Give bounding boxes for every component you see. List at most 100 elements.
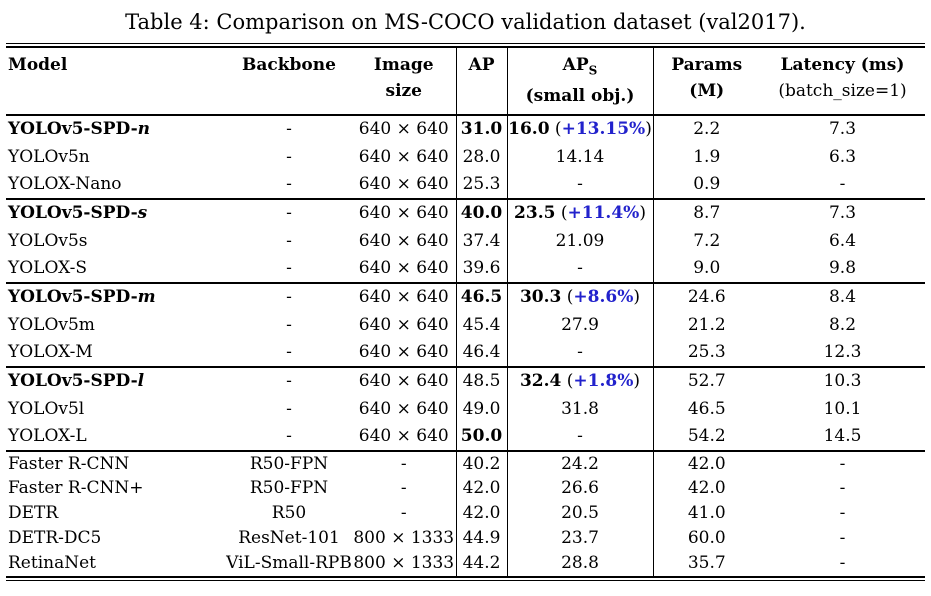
cell-params: 9.0 — [693, 258, 721, 279]
table-row: YOLOX-L -640 × 640 50.0-54.2 14.5 — [6, 423, 925, 452]
cell-image-size: 640 × 640 — [358, 371, 449, 392]
cell-backbone: - — [286, 342, 292, 363]
cell-params: 42.0 — [687, 453, 726, 474]
cell-image-size: 640 × 640 — [358, 203, 449, 224]
bottom-double-rule — [6, 576, 925, 582]
cell-image-size: 640 × 640 — [358, 174, 449, 195]
cell-latency: 7.3 — [828, 119, 857, 140]
cell-backbone: - — [286, 426, 292, 447]
table-row: RetinaNet ViL-Small-RPB 800 × 1333 44.2 28.8… — [6, 551, 925, 577]
cell-ap: 49.0 — [455, 395, 508, 424]
table-row: Faster R-CNN+ R50-FPN -42.0 26.6 42.0- — [6, 476, 925, 502]
cell-backbone: - — [286, 287, 292, 308]
cell-model: YOLOX-L — [8, 426, 87, 447]
cell-aps: 21.09 — [507, 227, 654, 256]
cell-aps: 24.2 — [507, 451, 654, 477]
cell-model: YOLOX-S — [8, 258, 87, 279]
cell-backbone: ResNet-101 — [238, 528, 340, 549]
cell-aps: 23.7 — [507, 526, 654, 552]
cell-image-size: - — [400, 503, 407, 524]
cell-backbone: R50-FPN — [249, 478, 329, 499]
table-row: YOLOv5n - 640 × 640 28.0 14.14 1.9 6.3 — [6, 143, 925, 172]
cell-latency: 8.2 — [828, 314, 857, 335]
table-row: YOLOv5-SPD-n - 640 × 640 31.0 16.0 (+13.15%)… — [6, 115, 925, 144]
cell-image-size: 640 × 640 — [358, 230, 449, 251]
cell-params: 25.3 — [687, 342, 726, 363]
cell-params: 54.2 — [687, 426, 726, 447]
cell-aps: 16.0 (+13.15%) — [507, 115, 654, 144]
aps-improvement-delta: +8.6% — [573, 287, 634, 308]
header-model: Model — [8, 55, 68, 75]
comparison-table: Model Backbone Image size AP APS (small … — [6, 48, 925, 577]
cell-model: DETR — [8, 503, 59, 524]
cell-params: 60.0 — [687, 528, 726, 549]
cell-ap: 40.0 — [455, 199, 508, 228]
table-group: Faster R-CNN R50-FPN -40.2 24.2 42.0- Faster … — [6, 451, 925, 577]
cell-ap: 28.0 — [455, 143, 508, 172]
cell-params: 21.2 — [687, 314, 726, 335]
cell-aps: 32.4 (+1.8%) — [507, 367, 654, 396]
cell-model: YOLOv5-SPD-m — [8, 287, 156, 308]
cell-backbone: - — [286, 230, 292, 251]
cell-image-size: - — [400, 478, 407, 499]
cell-ap: 37.4 — [455, 227, 508, 256]
cell-ap: 42.0 — [455, 476, 508, 502]
cell-model: YOLOX-M — [8, 342, 93, 363]
cell-aps: - — [507, 339, 654, 368]
aps-improvement-delta: +11.4% — [567, 203, 640, 224]
cell-backbone: - — [286, 398, 292, 419]
cell-params: 0.9 — [693, 174, 721, 195]
table-row: YOLOv5-SPD-s - 640 × 640 40.0 23.5 (+11.4%) 8… — [6, 199, 925, 228]
cell-params: 7.2 — [693, 230, 721, 251]
cell-latency: - — [839, 174, 846, 195]
cell-params: 42.0 — [687, 478, 726, 499]
cell-image-size: 800 × 1333 — [353, 528, 455, 549]
cell-latency: 6.3 — [828, 146, 857, 167]
cell-model: DETR-DC5 — [8, 528, 102, 549]
cell-aps: 20.5 — [507, 501, 654, 527]
cell-model: Faster R-CNN+ — [8, 478, 144, 499]
cell-model: RetinaNet — [8, 553, 96, 574]
cell-aps: 27.9 — [507, 311, 654, 340]
cell-latency: 9.8 — [828, 258, 857, 279]
cell-aps: 30.3 (+8.6%) — [507, 283, 654, 312]
table-row: YOLOv5m - 640 × 640 45.4 27.9 21.2 8.2 — [6, 311, 925, 340]
cell-ap: 48.5 — [455, 367, 508, 396]
cell-latency: 14.5 — [823, 426, 862, 447]
table-row: YOLOv5-SPD-m - 640 × 640 46.5 30.3 (+8.6%) 24… — [6, 283, 925, 312]
cell-backbone: - — [286, 146, 292, 167]
cell-backbone: R50 — [271, 503, 307, 524]
cell-model: Faster R-CNN — [8, 453, 130, 474]
cell-latency: 10.3 — [823, 371, 862, 392]
table-row: Faster R-CNN R50-FPN - 40.2 24.2 42.0 - — [6, 451, 925, 477]
cell-image-size: 640 × 640 — [358, 398, 449, 419]
cell-latency: 10.1 — [823, 398, 862, 419]
cell-backbone: - — [286, 258, 292, 279]
cell-params: 24.6 — [687, 287, 726, 308]
cell-latency: - — [839, 528, 846, 549]
cell-latency: - — [839, 503, 846, 524]
cell-ap: 46.5 — [455, 283, 508, 312]
table-row: YOLOX-S -640 × 640 39.6-9.0 9.8 — [6, 255, 925, 284]
table-group: YOLOv5-SPD-n - 640 × 640 31.0 16.0 (+13.15%)… — [6, 115, 925, 200]
table-group: YOLOv5-SPD-l - 640 × 640 48.5 32.4 (+1.8%) 52… — [6, 367, 925, 452]
cell-aps: - — [507, 423, 654, 452]
table-group: YOLOv5-SPD-m - 640 × 640 46.5 30.3 (+8.6%) 24… — [6, 283, 925, 368]
cell-latency: 8.4 — [828, 287, 857, 308]
table-row: DETR-DC5 ResNet-101 800 × 1333 44.9 23.7 60.0… — [6, 526, 925, 552]
cell-ap: 25.3 — [455, 171, 508, 200]
top-double-rule — [6, 43, 925, 48]
cell-model: YOLOv5s — [8, 230, 88, 251]
cell-aps: 31.8 — [507, 395, 654, 424]
table-row: YOLOX-M -640 × 640 46.4-25.3 12.3 — [6, 339, 925, 368]
cell-aps: 14.14 — [507, 143, 654, 172]
aps-improvement-delta: +1.8% — [573, 371, 634, 392]
cell-latency: 7.3 — [828, 203, 857, 224]
cell-backbone: - — [286, 119, 292, 140]
cell-ap: 42.0 — [455, 501, 508, 527]
cell-params: 41.0 — [687, 503, 726, 524]
cell-aps: - — [507, 255, 654, 284]
cell-image-size: 640 × 640 — [358, 258, 449, 279]
cell-model: YOLOv5-SPD-n — [8, 119, 151, 140]
cell-backbone: ViL-Small-RPB — [226, 553, 352, 574]
